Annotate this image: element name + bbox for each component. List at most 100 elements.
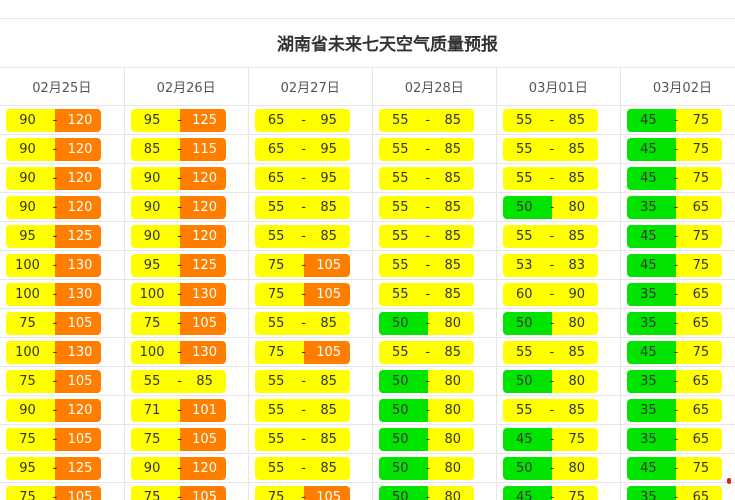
aqi-low-segment: 85 xyxy=(130,138,180,161)
aqi-low-value: 35 xyxy=(640,374,657,389)
aqi-high-segment: 65 xyxy=(675,486,722,500)
aqi-low-value: 55 xyxy=(516,229,533,244)
range-separator: - xyxy=(52,142,58,157)
aqi-low-value: 55 xyxy=(391,142,409,157)
forecast-cell: 71 101- xyxy=(123,395,249,425)
range-separator: - xyxy=(52,461,58,476)
aqi-low-segment: 35 xyxy=(626,399,676,422)
range-separator: - xyxy=(549,258,555,273)
aqi-low-value: 55 xyxy=(267,374,285,389)
forecast-cell: 75 105- xyxy=(0,424,125,454)
aqi-low-value: 50 xyxy=(391,490,409,500)
aqi-high-segment: 80 xyxy=(551,312,598,335)
aqi-range-badge: 45 75- xyxy=(626,167,722,190)
table-row: 100 130-95 125-75 105-55 85-53 83-45 75- xyxy=(0,250,735,280)
aqi-range-badge: 45 75- xyxy=(626,138,722,161)
range-separator: - xyxy=(425,287,431,302)
aqi-high-value: 95 xyxy=(320,142,337,157)
forecast-cell: 55 85- xyxy=(371,337,497,367)
aqi-low-segment: 50 xyxy=(502,196,552,219)
aqi-low-value: 75 xyxy=(19,316,36,331)
aqi-low-segment: 55 xyxy=(130,370,180,393)
aqi-range-badge: 35 65- xyxy=(626,196,722,219)
aqi-range-badge: 45 75- xyxy=(502,428,598,451)
aqi-range-badge: 90 120- xyxy=(6,109,101,132)
range-separator: - xyxy=(301,403,306,418)
range-separator: - xyxy=(425,142,431,157)
aqi-low-value: 55 xyxy=(516,113,533,128)
aqi-range-badge: 45 75- xyxy=(626,341,722,364)
aqi-low-segment: 45 xyxy=(626,254,676,277)
aqi-low-segment: 75 xyxy=(130,428,180,451)
aqi-high-value: 120 xyxy=(67,403,93,418)
aqi-range-badge: 50 80- xyxy=(502,312,598,335)
aqi-low-value: 55 xyxy=(143,374,161,389)
aqi-high-segment: 85 xyxy=(427,283,474,306)
range-separator: - xyxy=(52,345,58,360)
aqi-range-badge: 75 105- xyxy=(130,428,226,451)
aqi-high-segment: 95 xyxy=(303,138,350,161)
range-separator: - xyxy=(549,432,555,447)
forecast-cell: 53 83- xyxy=(495,250,621,280)
range-separator: - xyxy=(425,345,431,360)
range-separator: - xyxy=(52,171,58,186)
aqi-range-badge: 71 101- xyxy=(130,399,226,422)
range-separator: - xyxy=(425,258,431,273)
aqi-range-badge: 55 85- xyxy=(130,370,226,393)
aqi-range-badge: 53 83- xyxy=(502,254,598,277)
aqi-range-badge: 100 130- xyxy=(130,283,226,306)
aqi-low-segment: 55 xyxy=(502,341,552,364)
aqi-range-badge: 75 105- xyxy=(254,341,350,364)
aqi-high-segment: 65 xyxy=(675,283,722,306)
aqi-high-value: 85 xyxy=(568,403,586,418)
forecast-cell: 35 65- xyxy=(619,366,735,396)
aqi-low-value: 75 xyxy=(19,374,36,389)
aqi-high-segment: 80 xyxy=(551,196,598,219)
date-header: 02月27日 xyxy=(247,67,373,106)
range-separator: - xyxy=(52,258,58,273)
aqi-range-badge: 50 80- xyxy=(502,457,598,480)
aqi-high-value: 105 xyxy=(316,490,342,500)
aqi-low-segment: 75 xyxy=(6,370,55,393)
aqi-range-badge: 65 95- xyxy=(254,109,350,132)
aqi-high-value: 120 xyxy=(67,200,93,215)
aqi-low-segment: 55 xyxy=(254,196,304,219)
forecast-cell: 50 80- xyxy=(371,482,497,500)
aqi-low-value: 75 xyxy=(267,258,285,273)
range-separator: - xyxy=(549,345,555,360)
forecast-cell: 55 85- xyxy=(495,395,621,425)
forecast-cell: 55 85- xyxy=(371,163,497,193)
aqi-high-value: 120 xyxy=(192,461,217,476)
aqi-low-value: 90 xyxy=(143,200,161,215)
range-separator: - xyxy=(425,403,431,418)
aqi-low-value: 55 xyxy=(267,316,285,331)
aqi-high-segment: 105 xyxy=(179,312,226,335)
aqi-low-segment: 55 xyxy=(502,109,552,132)
aqi-high-segment: 75 xyxy=(675,138,722,161)
aqi-high-value: 125 xyxy=(67,461,93,476)
aqi-low-segment: 95 xyxy=(130,109,180,132)
aqi-high-value: 85 xyxy=(320,374,337,389)
aqi-high-segment: 85 xyxy=(303,399,350,422)
aqi-high-value: 85 xyxy=(568,113,586,128)
aqi-low-segment: 55 xyxy=(502,399,552,422)
aqi-high-segment: 85 xyxy=(179,370,226,393)
forecast-cell: 50 80- xyxy=(371,308,497,338)
aqi-high-segment: 83 xyxy=(551,254,598,277)
forecast-cell: 45 75- xyxy=(619,134,735,164)
aqi-high-value: 80 xyxy=(444,490,461,500)
aqi-high-value: 80 xyxy=(568,200,586,215)
aqi-range-badge: 50 80- xyxy=(378,370,474,393)
aqi-low-value: 50 xyxy=(391,403,409,418)
range-separator: - xyxy=(425,113,431,128)
range-separator: - xyxy=(177,345,182,360)
aqi-range-badge: 100 130- xyxy=(6,283,101,306)
aqi-high-value: 85 xyxy=(568,171,586,186)
range-separator: - xyxy=(549,403,555,418)
forecast-cell: 55 85- xyxy=(495,337,621,367)
aqi-high-segment: 75 xyxy=(675,254,722,277)
aqi-low-value: 53 xyxy=(516,258,533,273)
aqi-low-value: 55 xyxy=(391,171,409,186)
forecast-cell: 50 80- xyxy=(495,308,621,338)
